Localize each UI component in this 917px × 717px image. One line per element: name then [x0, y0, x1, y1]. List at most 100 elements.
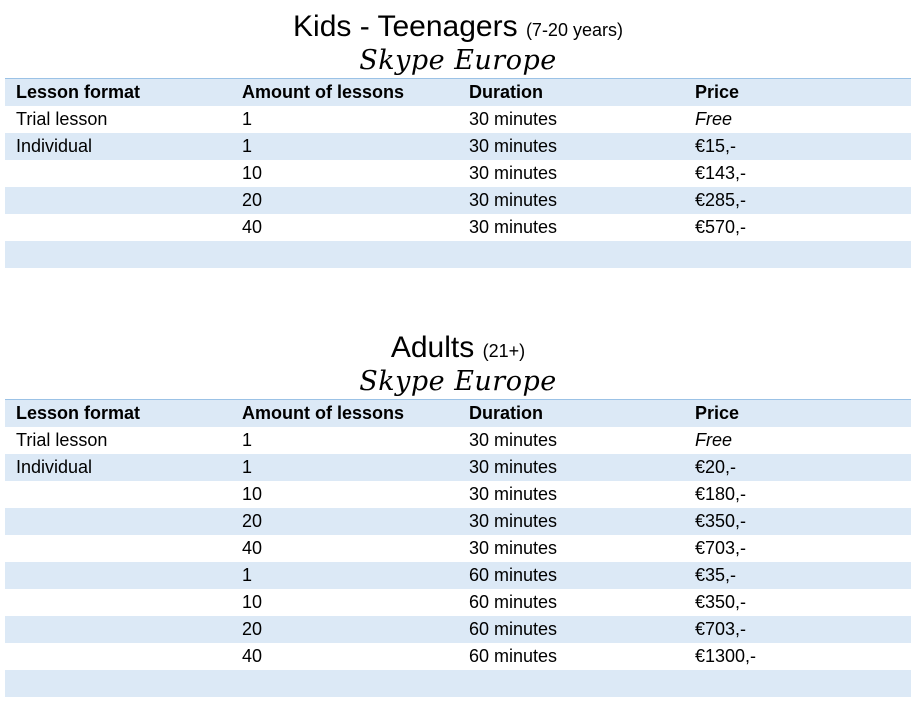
header-lesson-format: Lesson format	[16, 403, 141, 423]
cell-price: €1300,-	[695, 646, 757, 666]
cell-price: €703,-	[695, 619, 747, 639]
header-amount-of-lessons: Amount of lessons	[242, 82, 405, 102]
cell-amount: 1	[242, 430, 253, 450]
cell-duration: 60 minutes	[469, 565, 558, 585]
cell-price: €350,-	[695, 592, 747, 612]
cell-amount: 10	[242, 592, 263, 612]
table-row: 10 30 minutes €143,-	[5, 160, 911, 187]
cell-duration: 30 minutes	[469, 136, 558, 156]
cell-duration	[458, 241, 684, 268]
cell-amount: 20	[242, 619, 263, 639]
kids-title: Kids - Teenagers (7-20 years)	[5, 10, 911, 44]
adults-subtitle: Skype Europe	[359, 366, 557, 397]
header-lesson-format: Lesson format	[16, 82, 141, 102]
adults-title: Adults (21+)	[5, 331, 911, 365]
header-amount-of-lessons: Amount of lessons	[242, 403, 405, 423]
cell-duration: 30 minutes	[469, 109, 558, 129]
cell-price: €285,-	[695, 190, 747, 210]
table-header-row: Lesson format Amount of lessons Duration…	[5, 78, 911, 106]
cell-amount: 40	[242, 217, 263, 237]
cell-price: €703,-	[695, 538, 747, 558]
table-row: 20 60 minutes €703,-	[5, 616, 911, 643]
cell-amount: 1	[242, 109, 253, 129]
cell-duration: 30 minutes	[469, 511, 558, 531]
cell-lesson-format	[5, 616, 231, 643]
table-row: Individual 1 30 minutes €20,-	[5, 454, 911, 481]
cell-lesson-format	[5, 643, 231, 670]
cell-amount: 40	[242, 646, 263, 666]
cell-amount: 40	[242, 538, 263, 558]
table-row: 10 30 minutes €180,-	[5, 481, 911, 508]
cell-duration	[458, 670, 684, 697]
adults-price-table: Lesson format Amount of lessons Duration…	[5, 399, 911, 697]
cell-lesson-format	[5, 160, 231, 187]
cell-price: Free	[695, 430, 733, 450]
table-header-row: Lesson format Amount of lessons Duration…	[5, 399, 911, 427]
cell-duration: 30 minutes	[469, 163, 558, 183]
cell-duration: 30 minutes	[469, 484, 558, 504]
cell-price	[684, 670, 911, 697]
kids-subtitle: Skype Europe	[359, 45, 557, 76]
cell-lesson-format	[5, 241, 231, 268]
cell-lesson-format: Trial lesson	[16, 430, 108, 450]
cell-price	[684, 241, 911, 268]
cell-amount: 20	[242, 190, 263, 210]
cell-lesson-format	[5, 589, 231, 616]
cell-lesson-format	[5, 214, 231, 241]
adults-title-text: Adults	[390, 331, 475, 364]
cell-lesson-format	[5, 187, 231, 214]
cell-amount: 1	[242, 136, 253, 156]
cell-price: €570,-	[695, 217, 747, 237]
cell-amount: 1	[242, 565, 253, 585]
cell-amount	[231, 241, 458, 268]
cell-amount: 1	[242, 457, 253, 477]
cell-price: Free	[695, 109, 733, 129]
header-duration: Duration	[469, 403, 543, 423]
cell-price: €143,-	[695, 163, 747, 183]
kids-section: Kids - Teenagers (7-20 years) Skype Euro…	[5, 10, 911, 268]
cell-price: €20,-	[695, 457, 737, 477]
table-row: Trial lesson 1 30 minutes Free	[5, 427, 911, 454]
cell-lesson-format	[5, 670, 231, 697]
table-row-empty	[5, 241, 911, 268]
cell-duration: 60 minutes	[469, 592, 558, 612]
cell-lesson-format	[5, 481, 231, 508]
cell-lesson-format	[5, 562, 231, 589]
cell-amount: 10	[242, 484, 263, 504]
cell-duration: 30 minutes	[469, 538, 558, 558]
cell-price: €35,-	[695, 565, 737, 585]
kids-title-suffix: (7-20 years)	[525, 20, 623, 40]
table-row: 20 30 minutes €285,-	[5, 187, 911, 214]
header-price: Price	[695, 403, 740, 423]
table-row: 40 30 minutes €703,-	[5, 535, 911, 562]
cell-duration: 60 minutes	[469, 646, 558, 666]
cell-lesson-format	[5, 508, 231, 535]
cell-price: €180,-	[695, 484, 747, 504]
header-price: Price	[695, 82, 740, 102]
cell-price: €15,-	[695, 136, 737, 156]
table-row: 40 30 minutes €570,-	[5, 214, 911, 241]
cell-lesson-format: Individual	[16, 457, 93, 477]
cell-duration: 30 minutes	[469, 457, 558, 477]
adults-title-suffix: (21+)	[482, 341, 526, 361]
table-row: Individual 1 30 minutes €15,-	[5, 133, 911, 160]
cell-lesson-format: Individual	[16, 136, 93, 156]
adults-section: Adults (21+) Skype Europe Lesson format …	[5, 331, 911, 697]
table-row: 10 60 minutes €350,-	[5, 589, 911, 616]
kids-title-text: Kids - Teenagers	[293, 10, 518, 43]
table-row-empty	[5, 670, 911, 697]
cell-amount	[231, 670, 458, 697]
table-row: 1 60 minutes €35,-	[5, 562, 911, 589]
cell-amount: 20	[242, 511, 263, 531]
cell-amount: 10	[242, 163, 263, 183]
cell-duration: 30 minutes	[469, 217, 558, 237]
cell-duration: 60 minutes	[469, 619, 558, 639]
table-row: 20 30 minutes €350,-	[5, 508, 911, 535]
header-duration: Duration	[469, 82, 543, 102]
kids-price-table: Lesson format Amount of lessons Duration…	[5, 78, 911, 268]
cell-lesson-format	[5, 535, 231, 562]
cell-lesson-format: Trial lesson	[16, 109, 108, 129]
table-row: Trial lesson 1 30 minutes Free	[5, 106, 911, 133]
cell-price: €350,-	[695, 511, 747, 531]
table-row: 40 60 minutes €1300,-	[5, 643, 911, 670]
